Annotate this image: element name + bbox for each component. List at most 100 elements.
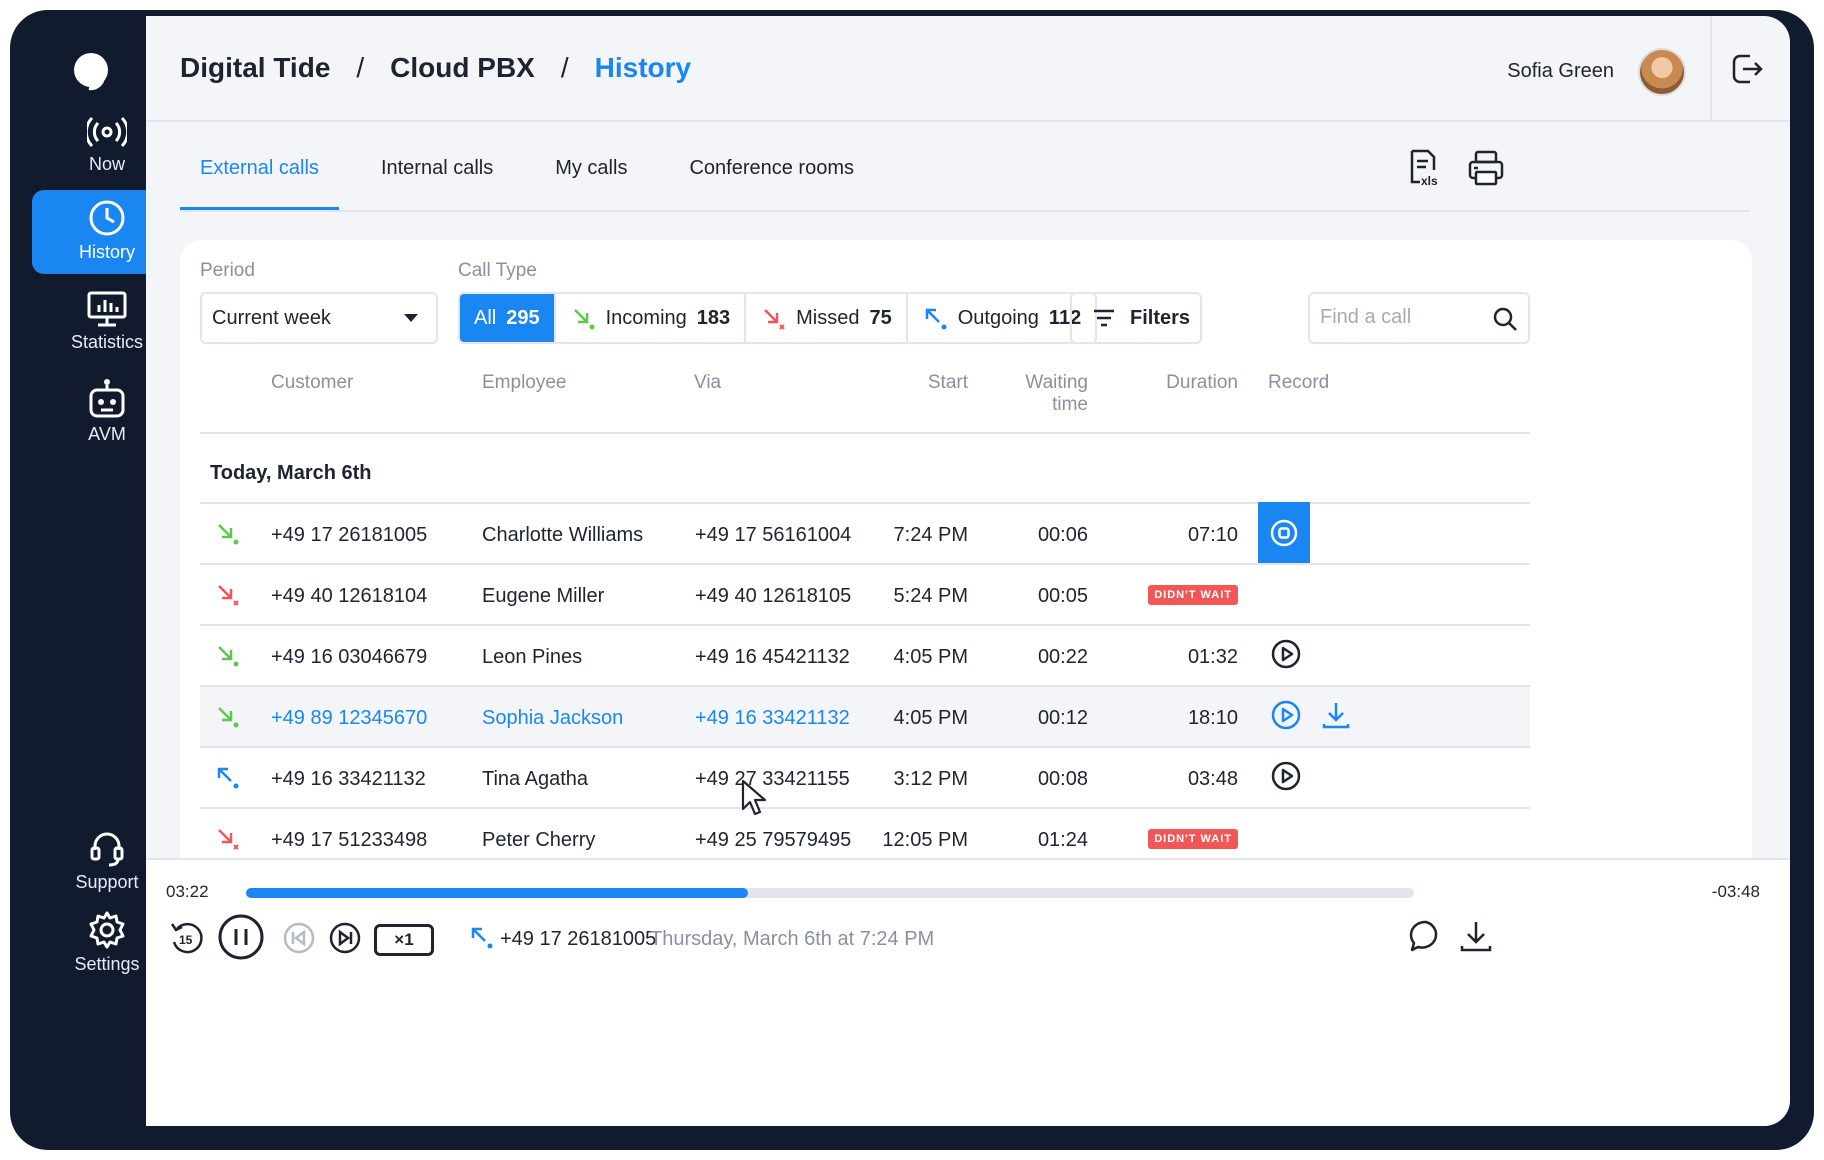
waiting-time: 00:12 xyxy=(1037,707,1088,729)
download-record-button[interactable] xyxy=(1320,699,1352,737)
column-header-via[interactable]: Via xyxy=(694,372,722,393)
column-header-duration[interactable]: Duration xyxy=(1166,372,1238,393)
start-time: 4:05 PM xyxy=(893,707,968,729)
logout-icon[interactable] xyxy=(1730,52,1764,86)
tab-divider xyxy=(180,210,1750,212)
table-row[interactable]: +49 17 26181005 Charlotte Williams +49 17 … xyxy=(200,502,1530,564)
breadcrumb-current: History xyxy=(594,52,692,83)
tab-conference-rooms[interactable]: Conference rooms xyxy=(689,157,854,179)
search-box xyxy=(1308,292,1530,344)
next-track-icon[interactable] xyxy=(328,918,362,958)
period-select[interactable]: Current week xyxy=(200,292,438,344)
table-row[interactable]: +49 40 12618104 Eugene Miller +49 40 12618… xyxy=(200,563,1530,624)
download-icon xyxy=(1322,703,1350,729)
header-divider xyxy=(200,432,1530,434)
column-header-employee[interactable]: Employee xyxy=(482,372,567,393)
play-record-button[interactable] xyxy=(1270,638,1302,676)
header-divider xyxy=(1710,16,1712,122)
sidebar-item-support[interactable]: Support xyxy=(32,820,182,904)
column-header-customer[interactable]: Customer xyxy=(271,372,354,393)
sidebar-item-label: Statistics xyxy=(70,332,144,352)
via-number[interactable]: +49 16 45421132 xyxy=(695,646,850,668)
incoming-call-icon xyxy=(218,707,239,728)
call-type-label-text: Outgoing xyxy=(957,306,1039,329)
search-input[interactable] xyxy=(1310,294,1480,340)
table-row[interactable]: +49 89 12345670 Sophia Jackson +49 16 3342… xyxy=(200,685,1530,746)
customer-number[interactable]: +49 17 51233498 xyxy=(271,829,428,851)
play-icon xyxy=(1271,639,1301,669)
start-time: 7:24 PM xyxy=(893,524,968,546)
table-row[interactable]: +49 16 33421132 Tina Agatha +49 27 3342115… xyxy=(200,746,1530,807)
customer-number[interactable]: +49 40 12618104 xyxy=(271,585,428,607)
period-label: Period xyxy=(200,260,255,281)
play-record-button[interactable] xyxy=(1270,699,1302,737)
filter-lines-icon xyxy=(1094,309,1114,327)
audio-player: 03:22 -03:48 15 ×1 +49 17 26181005 Thurs… xyxy=(146,858,1790,1126)
employee-name[interactable]: Sophia Jackson xyxy=(482,707,624,729)
employee-name[interactable]: Eugene Miller xyxy=(482,585,605,607)
customer-number[interactable]: +49 17 26181005 xyxy=(271,524,428,546)
download-icon[interactable] xyxy=(1458,918,1494,954)
sidebar-item-label: Settings xyxy=(74,954,140,974)
sidebar: Now History Statistics AVM xyxy=(10,10,182,1150)
missed-call-icon xyxy=(218,829,239,850)
filters-button[interactable]: Filters xyxy=(1070,292,1202,344)
column-header-record[interactable]: Record xyxy=(1268,372,1330,393)
via-number[interactable]: +49 27 33421155 xyxy=(695,768,850,790)
employee-name[interactable]: Tina Agatha xyxy=(482,768,589,790)
via-number[interactable]: +49 25 79579495 xyxy=(695,829,852,851)
via-number[interactable]: +49 17 56161004 xyxy=(695,524,852,546)
employee-name[interactable]: Charlotte Williams xyxy=(482,524,644,546)
search-icon[interactable] xyxy=(1492,306,1518,332)
outgoing-call-icon xyxy=(471,927,493,949)
main-screen: Digital Tide / Cloud PBX / History Sofia… xyxy=(146,16,1790,1126)
via-number[interactable]: +49 40 12618105 xyxy=(695,585,852,607)
call-type-all[interactable]: All 295 xyxy=(460,294,556,342)
caret-down-icon xyxy=(404,314,418,322)
svg-text:xls: xls xyxy=(1421,174,1438,188)
didnt-wait-badge: DIDN'T WAIT xyxy=(1148,829,1238,849)
incoming-call-icon xyxy=(573,309,595,330)
table-row[interactable]: +49 17 51233498 Peter Cherry +49 25 795794… xyxy=(200,807,1530,868)
tab-external-calls[interactable]: External calls xyxy=(180,150,339,210)
sidebar-item-statistics[interactable]: Statistics xyxy=(32,282,182,366)
breadcrumb-item[interactable]: Cloud PBX xyxy=(390,52,535,83)
via-number[interactable]: +49 16 33421132 xyxy=(695,707,850,729)
employee-name[interactable]: Peter Cherry xyxy=(482,829,596,851)
filters-button-label: Filters xyxy=(1130,306,1191,329)
comment-icon[interactable] xyxy=(1408,918,1444,954)
customer-number[interactable]: +49 16 33421132 xyxy=(271,768,426,790)
employee-name[interactable]: Leon Pines xyxy=(482,646,583,668)
sidebar-item-settings[interactable]: Settings xyxy=(32,902,182,986)
export-xls-icon[interactable]: xls xyxy=(1406,148,1446,188)
customer-number[interactable]: +49 89 12345670 xyxy=(271,707,428,729)
customer-number[interactable]: +49 16 03046679 xyxy=(271,646,428,668)
play-record-button[interactable] xyxy=(1270,760,1302,798)
broadcast-icon xyxy=(87,116,127,148)
column-header-waiting-time[interactable]: Waiting time xyxy=(1025,372,1088,415)
sidebar-item-label: Now xyxy=(88,154,125,174)
sidebar-item-avm[interactable]: AVM xyxy=(32,370,182,454)
print-icon[interactable] xyxy=(1466,148,1506,188)
call-type-count: 295 xyxy=(506,306,540,329)
call-type-missed[interactable]: Missed 75 xyxy=(746,294,908,342)
tab-internal-calls[interactable]: Internal calls xyxy=(380,157,494,179)
avatar[interactable] xyxy=(1638,48,1686,96)
call-type-count: 183 xyxy=(696,306,731,329)
tab-my-calls[interactable]: My calls xyxy=(555,157,628,179)
playback-speed-button[interactable]: ×1 xyxy=(374,924,434,956)
app-logo-icon xyxy=(74,53,108,91)
call-type-incoming[interactable]: Incoming 183 xyxy=(556,294,747,342)
pause-icon[interactable] xyxy=(218,914,264,960)
call-type-outgoing[interactable]: Outgoing 112 xyxy=(908,294,1095,342)
rewind-15-icon[interactable]: 15 xyxy=(168,918,204,958)
previous-track-icon[interactable] xyxy=(282,918,316,958)
table-row[interactable]: +49 16 03046679 Leon Pines +49 16 45421132… xyxy=(200,624,1530,685)
column-header-start[interactable]: Start xyxy=(927,372,968,393)
stop-record-button[interactable] xyxy=(1258,502,1310,564)
breadcrumb-item[interactable]: Digital Tide xyxy=(180,52,331,83)
sidebar-item-now[interactable]: Now xyxy=(32,106,182,190)
clock-icon xyxy=(89,200,125,236)
user-name[interactable]: Sofia Green xyxy=(1507,60,1614,82)
progress-track[interactable] xyxy=(246,888,1414,898)
